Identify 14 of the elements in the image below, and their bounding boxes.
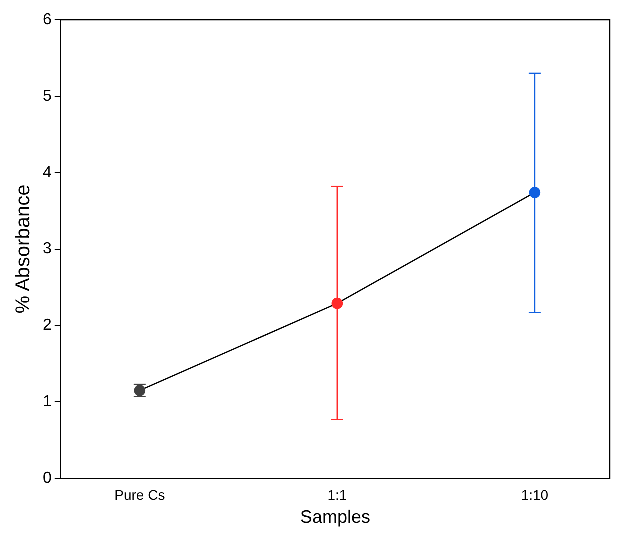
point: [529, 187, 541, 198]
y-tick-label: 0: [42, 470, 52, 488]
x-tick-label: 1:10: [521, 486, 549, 503]
x-tick-label: 1:1: [328, 486, 348, 503]
x-axis-title: Samples: [300, 507, 370, 528]
y-axis-title: % Absorbance: [12, 184, 35, 314]
x-tick-label: Pure Cs: [114, 486, 166, 503]
y-tick-label: 4: [42, 164, 52, 182]
y-tick-label: 5: [42, 88, 52, 105]
y-tick-label: 3: [42, 240, 52, 258]
y-tick-label: 6: [42, 11, 52, 28]
y-tick-label: 1: [42, 394, 52, 411]
point: [332, 298, 344, 310]
y-tick-label: 2: [42, 317, 52, 334]
